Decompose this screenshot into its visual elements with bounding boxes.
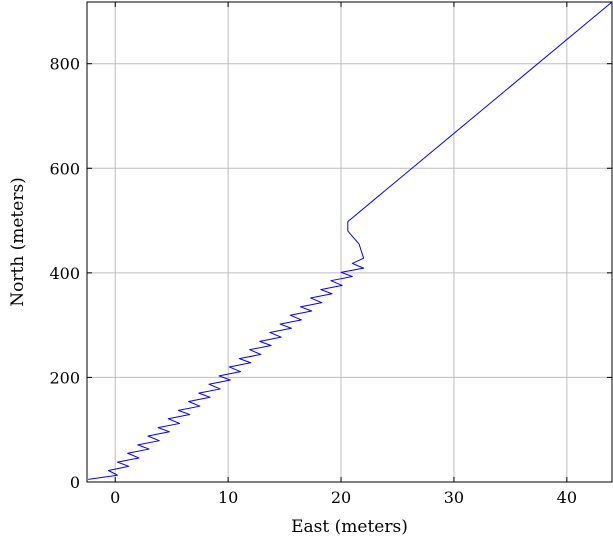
x-tick-label: 40: [557, 488, 577, 507]
plot-frame: [86, 1, 613, 483]
y-tick-label: 0: [70, 473, 80, 492]
series-line: [88, 1, 613, 480]
grid-lines: [87, 2, 612, 483]
x-tick-labels: 0 10 20 30 40: [110, 488, 577, 507]
x-tick-label: 0: [110, 488, 120, 507]
x-axis-label: East (meters): [291, 517, 408, 537]
series-layer: [88, 1, 613, 480]
x-tick-label: 20: [331, 488, 351, 507]
x-tick-label: 10: [218, 488, 238, 507]
y-tick-labels: 0 200 400 600 800: [49, 55, 80, 492]
y-tick-label: 200: [49, 368, 80, 387]
y-axis-label: North (meters): [8, 177, 28, 307]
y-tick-label: 600: [49, 159, 80, 178]
y-tick-label: 800: [49, 55, 80, 74]
y-tick-label: 400: [49, 264, 80, 283]
axis-ticks: [87, 2, 612, 483]
x-tick-label: 30: [444, 488, 464, 507]
